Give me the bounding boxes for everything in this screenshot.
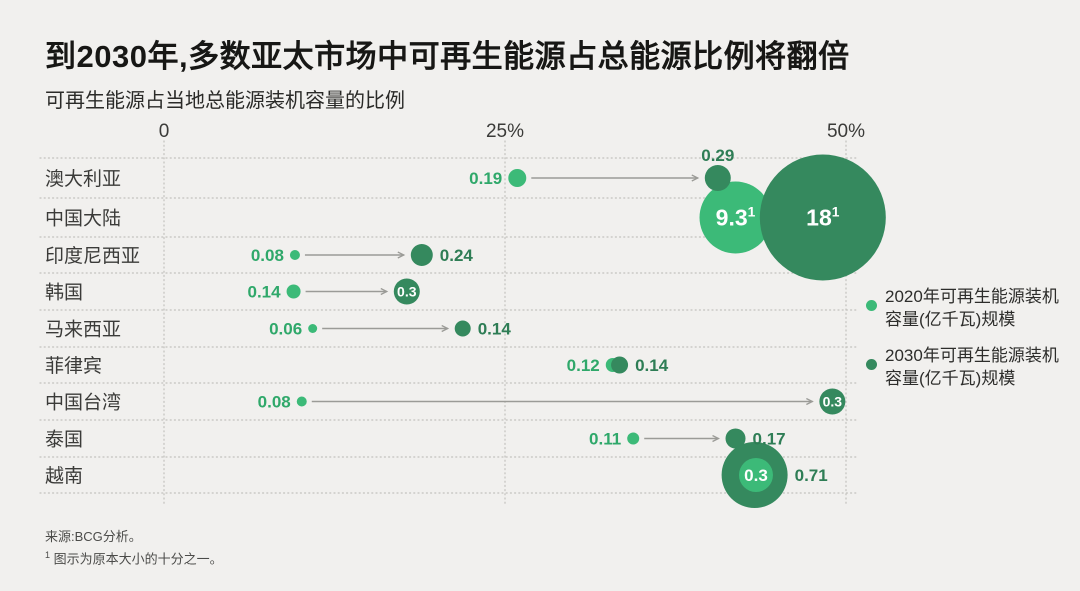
value-label-2030-越南: 0.71 [795, 466, 828, 485]
page-title: 到2030年,多数亚太市场中可再生能源占总能源比例将翻倍 [45, 39, 850, 74]
bubble-2020-泰国 [627, 432, 640, 445]
value-label-2030-马来西亚: 0.14 [478, 320, 512, 339]
bubble-2020-中国大陆 [699, 181, 772, 254]
market-row-label: 泰国 [45, 429, 83, 451]
bubble-2030-中国大陆 [759, 154, 886, 281]
value-label-2020-韩国: 0.14 [247, 283, 281, 302]
value-label-2030-印度尼西亚: 0.24 [440, 246, 474, 265]
bubble-2030-马来西亚 [454, 320, 471, 337]
market-row-label: 菲律宾 [45, 355, 102, 377]
value-label-2030-泰国: 0.17 [753, 430, 786, 449]
legend-dot-2030-icon [866, 359, 877, 370]
source-note: 来源:BCG分析。 [45, 529, 142, 544]
legend-item-2020: 2020年可再生能源装机 容量(亿千瓦)规模 [866, 285, 1076, 331]
bubble-2020-马来西亚 [308, 324, 318, 333]
axis-tick-label: 0 [159, 121, 170, 142]
footnote: 1 图示为原本大小的十分之一。 [45, 546, 223, 568]
footnote-marker: 1 [45, 550, 51, 560]
market-row-label: 马来西亚 [45, 319, 121, 341]
bubble-2030-印度尼西亚 [410, 244, 433, 266]
value-label-2020-马来西亚: 0.06 [269, 320, 302, 339]
market-row-label: 韩国 [45, 282, 83, 304]
value-label-2030-中国台湾: 0.3 [823, 393, 843, 409]
chart-footer: 来源:BCG分析。 1 图示为原本大小的十分之一。 [45, 528, 223, 568]
axis-tick-label: 25% [486, 121, 524, 142]
footnote-text: 图示为原本大小的十分之一。 [53, 551, 223, 567]
bubble-2020-中国台湾 [296, 396, 307, 407]
value-label-2020-菲律宾: 0.12 [567, 356, 600, 375]
market-row-label: 中国大陆 [45, 208, 121, 230]
market-row-label: 印度尼西亚 [45, 245, 140, 267]
bubble-2020-越南 [738, 458, 773, 492]
market-row-label: 越南 [45, 465, 83, 487]
bubble-2020-印度尼西亚 [289, 250, 300, 260]
chart-subtitle: 可再生能源占当地总能源装机容量的比例 [45, 90, 405, 112]
market-row-label: 澳大利亚 [45, 168, 121, 190]
legend-dot-2020-icon [866, 300, 877, 311]
market-row-label: 中国台湾 [45, 392, 121, 414]
value-label-2020-印度尼西亚: 0.08 [251, 246, 284, 265]
legend-item-2030: 2030年可再生能源装机 容量(亿千瓦)规模 [866, 344, 1076, 390]
value-label-2020-越南: 0.3 [744, 466, 768, 485]
legend-label-2020: 2020年可再生能源装机 容量(亿千瓦)规模 [885, 287, 1059, 329]
bubble-2030-韩国 [393, 278, 420, 305]
axis-tick-label: 50% [827, 121, 865, 142]
value-label-2020-泰国: 0.11 [589, 430, 621, 449]
value-label-2020-澳大利亚: 0.19 [469, 169, 502, 188]
bubble-2030-中国台湾 [819, 388, 846, 415]
value-label-2030-澳大利亚: 0.29 [701, 146, 734, 165]
value-label-2030-菲律宾: 0.14 [635, 356, 669, 375]
bubble-2030-泰国 [725, 428, 746, 449]
value-label-2020-中国台湾: 0.08 [258, 393, 291, 412]
bubble-2020-澳大利亚 [508, 169, 527, 187]
chart-legend: 2020年可再生能源装机 容量(亿千瓦)规模 2030年可再生能源装机 容量(亿千瓦)… [866, 285, 1076, 403]
legend-label-2030: 2030年可再生能源装机 容量(亿千瓦)规模 [885, 346, 1059, 388]
bubble-2030-菲律宾 [611, 356, 629, 374]
bubble-2020-韩国 [286, 284, 301, 299]
bubble-2030-澳大利亚 [704, 165, 731, 191]
value-label-2030-韩国: 0.3 [397, 283, 417, 299]
